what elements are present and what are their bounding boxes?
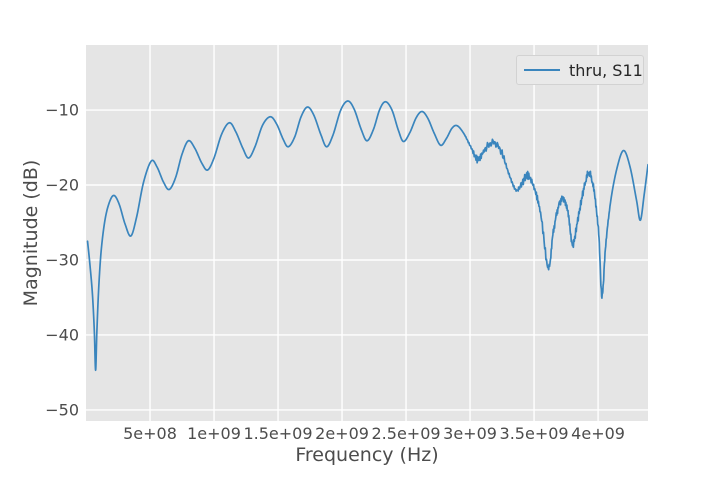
series-group xyxy=(86,100,648,372)
x-tick-label: 2e+09 xyxy=(315,424,369,443)
x-axis-label: Frequency (Hz) xyxy=(295,444,439,466)
y-tick-label: −40 xyxy=(45,325,79,345)
plot-canvas xyxy=(86,45,648,421)
x-tick-label: 3.5e+09 xyxy=(499,424,569,443)
y-tick-label: −10 xyxy=(45,100,79,120)
legend-line-icon xyxy=(524,69,560,71)
x-tick-label: 4e+09 xyxy=(571,424,625,443)
y-tick-label: −30 xyxy=(45,250,79,270)
x-tick-label: 1e+09 xyxy=(187,424,241,443)
grid-lines xyxy=(86,45,648,421)
legend: thru, S11 xyxy=(516,55,644,85)
y-tick-label: −50 xyxy=(45,400,79,420)
x-tick-label: 2.5e+09 xyxy=(371,424,441,443)
x-tick-label: 3e+09 xyxy=(443,424,497,443)
plot-area: thru, S11 xyxy=(86,45,648,421)
x-tick-label: 5e+08 xyxy=(123,424,177,443)
series-line-thru-s11 xyxy=(86,100,648,372)
y-tick-label: −20 xyxy=(45,175,79,195)
legend-item-label: thru, S11 xyxy=(569,60,643,80)
y-axis-label: Magnitude (dB) xyxy=(20,159,42,307)
x-tick-label: 1.5e+09 xyxy=(243,424,313,443)
